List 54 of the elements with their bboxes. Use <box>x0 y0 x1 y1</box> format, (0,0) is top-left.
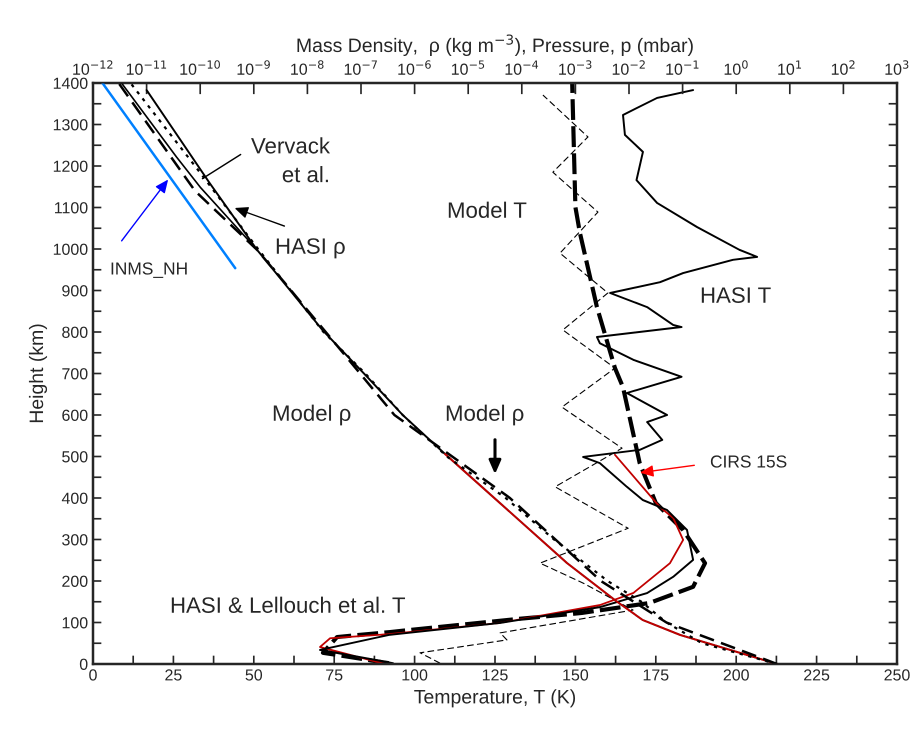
annotation: Model ρ <box>274 404 350 426</box>
x2-tick-label: 10$^{−3}$ <box>559 60 592 75</box>
y-tick-label: 100 <box>62 617 88 628</box>
y-tick-label: 300 <box>62 534 88 546</box>
x2-tick-label: 10$^{2}$ <box>832 60 855 75</box>
x-tick-label: 150 <box>563 669 588 681</box>
x2-tick-label: 10$^{−1}$ <box>666 60 698 75</box>
y-tick-label: 0 <box>80 658 88 670</box>
x2-tick-label: 10$^{−5}$ <box>452 60 484 75</box>
x-tick-label: 25 <box>165 669 182 681</box>
x2-axis-title: Mass Density, ρ (kg m$^{−3}$), Pressure, p (mbar) <box>297 34 693 56</box>
y-tick-label: 1000 <box>54 244 88 255</box>
x2-tick-label: 10$^{−4}$ <box>506 60 538 75</box>
y-tick-label: 1400 <box>54 78 88 89</box>
x2-tick-label: 10$^{3}$ <box>885 60 908 75</box>
x2-tick-label: 10$^{0}$ <box>724 60 748 75</box>
annotation: INMS_NH <box>112 262 187 278</box>
annotation: Vervack et al. <box>251 137 330 182</box>
y-tick-label: 600 <box>62 410 88 421</box>
x-tick-label: 100 <box>402 669 428 681</box>
x2-tick-label: 10$^{−10}$ <box>180 60 220 75</box>
annotation: HASI T <box>702 287 771 303</box>
x2-tick-label: 10$^{−11}$ <box>126 60 166 75</box>
x2-tick-label: 10$^{1}$ <box>778 60 802 75</box>
y-tick-label: 800 <box>62 326 88 338</box>
y-tick-label: 1300 <box>54 119 88 130</box>
y-tick-label: 200 <box>62 576 88 587</box>
x-tick-label: 225 <box>804 669 830 681</box>
x-axis-title: Temperature, T (K) <box>414 689 576 708</box>
x-tick-label: 250 <box>884 669 910 681</box>
x2-tick-label: 10$^{−8}$ <box>291 60 324 75</box>
y-tick-label: 1100 <box>55 202 88 214</box>
x2-tick-label: 10$^{−9}$ <box>238 60 270 75</box>
x-tick-label: 75 <box>326 669 342 681</box>
x-tick-label: 125 <box>482 669 508 681</box>
x-tick-label: 0 <box>89 669 97 681</box>
x2-tick-label: 10$^{−12}$ <box>73 60 112 75</box>
y-tick-label: 1200 <box>54 160 88 172</box>
y-tick-label: 400 <box>62 492 88 504</box>
x2-tick-label: 10$^{−6}$ <box>398 60 431 75</box>
annotation: HASI & Lellouch et al. T <box>172 596 406 613</box>
annotation: Model T <box>448 202 526 218</box>
y-tick-label: 900 <box>62 285 88 296</box>
y-axis-title: Height (km) <box>28 324 48 422</box>
annotation: Model ρ <box>446 404 524 426</box>
annotation: CIRS 15S <box>710 455 786 468</box>
x-tick-label: 175 <box>644 669 668 681</box>
x2-tick-label: 10$^{−2}$ <box>612 60 645 75</box>
x2-tick-label: 10$^{−7}$ <box>344 60 377 75</box>
annotation: HASI ρ <box>276 238 345 258</box>
x-tick-label: 50 <box>246 669 262 681</box>
y-tick-label: 700 <box>62 368 88 380</box>
x-tick-label: 200 <box>724 669 749 681</box>
y-tick-label: 500 <box>62 451 88 462</box>
